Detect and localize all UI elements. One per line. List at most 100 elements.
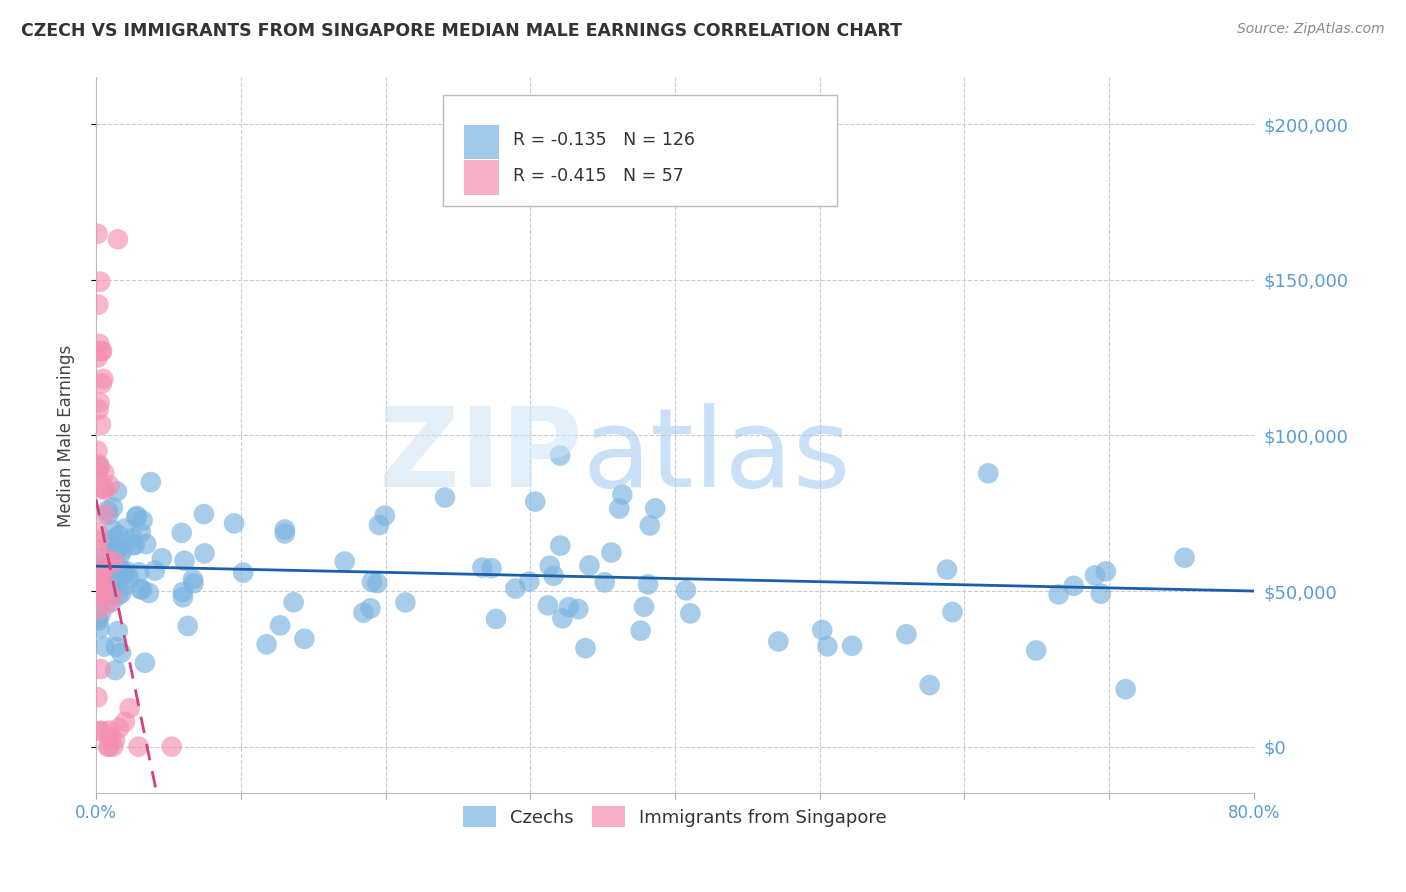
Point <box>86 227 108 241</box>
Point <box>91 482 114 496</box>
Point <box>135 537 157 551</box>
Point <box>434 491 457 505</box>
Point <box>644 501 666 516</box>
Point <box>96 569 118 583</box>
Point <box>548 449 571 463</box>
Point <box>112 579 135 593</box>
Point <box>103 532 125 546</box>
Point <box>360 601 382 615</box>
Point <box>638 518 661 533</box>
Point <box>104 640 127 654</box>
Point <box>91 372 114 386</box>
Point <box>138 586 160 600</box>
Point <box>768 634 790 648</box>
Point <box>679 607 702 621</box>
Text: CZECH VS IMMIGRANTS FROM SINGAPORE MEDIAN MALE EARNINGS CORRELATION CHART: CZECH VS IMMIGRANTS FROM SINGAPORE MEDIA… <box>21 22 903 40</box>
Point <box>93 481 115 495</box>
Point <box>538 558 561 573</box>
Point <box>111 542 134 557</box>
Point <box>86 611 108 625</box>
Point <box>131 582 153 597</box>
Point <box>114 714 136 729</box>
Point <box>143 564 166 578</box>
Bar <box>464 125 499 159</box>
Point <box>108 528 131 542</box>
Point <box>101 586 124 600</box>
Point <box>89 275 111 289</box>
Point <box>87 458 110 472</box>
Point <box>87 551 110 566</box>
Point <box>224 516 246 531</box>
Point <box>150 551 173 566</box>
Point <box>256 637 278 651</box>
Point <box>481 561 503 575</box>
Point <box>125 510 148 524</box>
Point <box>122 538 145 552</box>
Point <box>89 576 111 591</box>
Point <box>394 595 416 609</box>
Point <box>543 568 565 582</box>
Point <box>100 731 122 745</box>
Point <box>558 600 581 615</box>
Text: R = -0.135   N = 126: R = -0.135 N = 126 <box>513 131 695 150</box>
Point <box>98 478 121 492</box>
Point <box>86 351 108 365</box>
Point <box>121 531 143 545</box>
Point <box>567 602 589 616</box>
Point <box>1025 643 1047 657</box>
Point <box>107 542 129 557</box>
Point <box>89 337 111 351</box>
Point <box>104 543 127 558</box>
Point <box>118 572 141 586</box>
Point <box>105 484 128 499</box>
Point <box>100 595 122 609</box>
Point <box>841 639 863 653</box>
Point <box>1090 587 1112 601</box>
Point <box>94 561 117 575</box>
Point <box>90 579 112 593</box>
Point <box>127 508 149 523</box>
Point <box>87 614 110 628</box>
Point <box>87 402 110 417</box>
Point <box>87 569 110 583</box>
Point <box>193 546 215 560</box>
Point <box>485 612 508 626</box>
Point <box>98 739 121 754</box>
Point <box>107 232 129 246</box>
Point <box>89 460 111 475</box>
Point <box>86 525 108 540</box>
Point <box>1063 579 1085 593</box>
Point <box>86 573 108 587</box>
Point <box>471 560 494 574</box>
Point <box>94 507 117 521</box>
Point <box>90 723 112 738</box>
Point <box>124 538 146 552</box>
Point <box>94 483 117 497</box>
Point <box>183 576 205 591</box>
Point <box>128 739 150 754</box>
Point <box>633 599 655 614</box>
Point <box>107 588 129 602</box>
Point <box>172 591 194 605</box>
Point <box>90 566 112 580</box>
Point <box>93 640 115 654</box>
Point <box>97 503 120 517</box>
FancyBboxPatch shape <box>443 95 837 206</box>
Point <box>128 566 150 580</box>
Point <box>675 583 697 598</box>
Point <box>612 488 634 502</box>
Point <box>274 526 297 541</box>
Point <box>87 603 110 617</box>
Point <box>94 578 117 592</box>
Point <box>86 541 108 556</box>
Point <box>91 590 114 604</box>
Point <box>815 640 838 654</box>
Point <box>600 545 623 559</box>
Point <box>170 525 193 540</box>
Point <box>108 561 131 575</box>
Point <box>1115 682 1137 697</box>
Point <box>89 724 111 739</box>
Point <box>86 443 108 458</box>
Point <box>1047 587 1070 601</box>
Point <box>607 501 630 516</box>
